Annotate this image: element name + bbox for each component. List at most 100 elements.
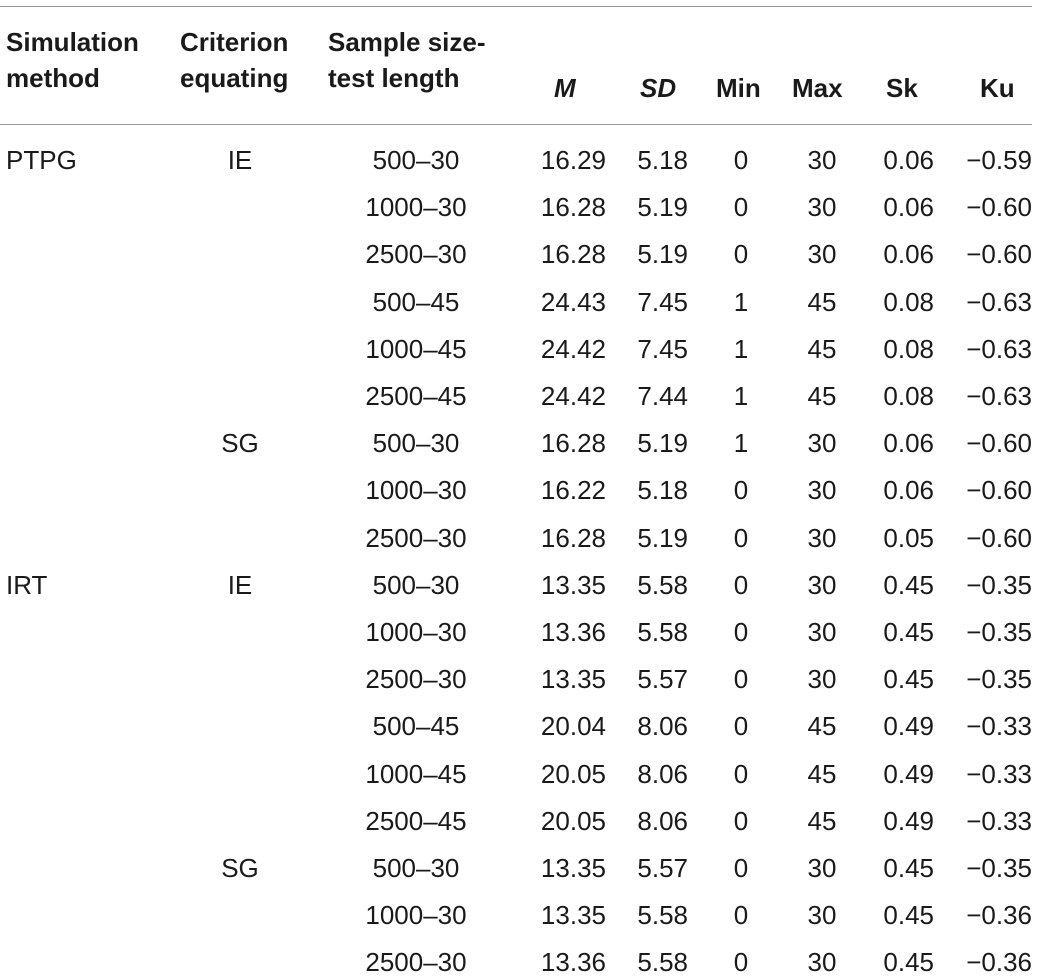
cell-sd: 8.06 xyxy=(637,805,688,836)
cell-sample: 500–45 xyxy=(372,286,460,317)
cell-min: 1 xyxy=(733,428,749,459)
cell-sd: 8.06 xyxy=(637,711,688,742)
cell-ku: −0.35 xyxy=(966,617,1032,647)
cell-ku: −0.60 xyxy=(966,192,1032,223)
cell-criterion: IE xyxy=(227,569,253,600)
cell-sk: 0.49 xyxy=(883,758,934,789)
cell-ku: −0.35 xyxy=(966,664,1032,695)
header-line: Criterion xyxy=(180,27,289,57)
cell-max: 30 xyxy=(807,569,837,600)
cell-m: 16.28 xyxy=(540,192,606,223)
cell-sample: 2500–30 xyxy=(365,664,467,695)
cell-m: 13.35 xyxy=(540,853,606,883)
cell-sk: 0.06 xyxy=(883,145,934,175)
cell-sd: 5.58 xyxy=(637,900,688,931)
cell-sample: 1000–45 xyxy=(365,333,467,364)
header-sd: SD xyxy=(640,73,677,103)
header-line: equating xyxy=(180,63,289,93)
table-header-rule xyxy=(0,124,1032,125)
cell-m: 16.28 xyxy=(540,522,606,553)
cell-sample: 500–30 xyxy=(372,428,460,459)
header-sk: Sk xyxy=(886,73,918,103)
cell-sd: 7.45 xyxy=(637,286,688,317)
cell-sample: 500–30 xyxy=(372,853,460,883)
cell-max: 30 xyxy=(807,145,837,175)
cell-sd: 5.18 xyxy=(637,475,688,506)
cell-sd: 5.58 xyxy=(637,569,688,600)
cell-m: 24.43 xyxy=(540,286,606,317)
cell-criterion: SG xyxy=(221,853,259,883)
cell-sk: 0.49 xyxy=(883,805,934,836)
header-line: method xyxy=(6,63,100,93)
header-line: Simulation xyxy=(6,27,139,57)
cell-max: 45 xyxy=(807,805,837,836)
cell-max: 30 xyxy=(807,522,837,553)
cell-max: 45 xyxy=(807,711,837,742)
cell-m: 16.28 xyxy=(540,428,606,459)
cell-ku: −0.60 xyxy=(966,522,1032,553)
cell-sd: 5.19 xyxy=(637,192,688,223)
cell-min: 1 xyxy=(733,381,749,411)
cell-sd: 7.44 xyxy=(637,381,688,411)
cell-m: 13.35 xyxy=(540,664,606,695)
cell-ku: −0.60 xyxy=(966,475,1032,506)
cell-sample: 500–45 xyxy=(372,711,460,742)
cell-max: 30 xyxy=(807,192,837,223)
cell-m: 13.36 xyxy=(540,947,606,978)
cell-sk: 0.08 xyxy=(883,333,934,364)
cell-sk: 0.06 xyxy=(883,475,934,506)
cell-sd: 5.19 xyxy=(637,428,688,459)
cell-m: 20.05 xyxy=(540,758,606,789)
cell-m: 24.42 xyxy=(540,381,606,411)
cell-criterion: IE xyxy=(227,145,253,175)
cell-m: 13.35 xyxy=(540,900,606,931)
cell-max: 30 xyxy=(807,475,837,506)
cell-sk: 0.49 xyxy=(883,711,934,742)
cell-min: 0 xyxy=(733,522,749,553)
cell-ku: −0.35 xyxy=(966,853,1032,883)
cell-min: 0 xyxy=(733,569,749,600)
cell-sample: 1000–30 xyxy=(365,900,467,931)
cell-sample: 1000–30 xyxy=(365,617,467,647)
cell-sd: 7.45 xyxy=(637,333,688,364)
header-max: Max xyxy=(792,73,843,103)
cell-max: 45 xyxy=(807,381,837,411)
cell-ku: −0.36 xyxy=(966,900,1032,931)
cell-sd: 5.58 xyxy=(637,947,688,978)
cell-sample: 2500–30 xyxy=(365,522,467,553)
cell-sd: 5.18 xyxy=(637,145,688,175)
cell-sample: 500–30 xyxy=(372,145,460,175)
cell-ku: −0.33 xyxy=(966,805,1032,836)
cell-min: 0 xyxy=(733,239,749,270)
cell-max: 45 xyxy=(807,286,837,317)
cell-sk: 0.45 xyxy=(883,947,934,978)
cell-method: IRT xyxy=(6,569,48,600)
cell-ku: −0.35 xyxy=(966,569,1032,600)
cell-min: 0 xyxy=(733,664,749,695)
cell-min: 0 xyxy=(733,711,749,742)
cell-sd: 8.06 xyxy=(637,758,688,789)
cell-sk: 0.45 xyxy=(883,664,934,695)
cell-max: 30 xyxy=(807,617,837,647)
cell-m: 16.29 xyxy=(540,145,606,175)
cell-max: 45 xyxy=(807,758,837,789)
cell-ku: −0.63 xyxy=(966,381,1032,411)
header-criterion-equating: Criterion equating xyxy=(180,24,288,96)
cell-sample: 2500–45 xyxy=(365,381,467,411)
cell-sk: 0.08 xyxy=(883,286,934,317)
cell-m: 20.04 xyxy=(540,711,606,742)
cell-sd: 5.19 xyxy=(637,522,688,553)
cell-ku: −0.63 xyxy=(966,333,1032,364)
cell-max: 30 xyxy=(807,239,837,270)
cell-method: PTPG xyxy=(6,145,77,175)
header-simulation-method: Simulation method xyxy=(6,24,139,96)
cell-sd: 5.57 xyxy=(637,853,688,883)
cell-ku: −0.63 xyxy=(966,286,1032,317)
cell-min: 0 xyxy=(733,947,749,978)
cell-sk: 0.06 xyxy=(883,239,934,270)
cell-m: 16.28 xyxy=(540,239,606,270)
cell-min: 0 xyxy=(733,475,749,506)
cell-min: 0 xyxy=(733,758,749,789)
cell-max: 30 xyxy=(807,853,837,883)
cell-sk: 0.05 xyxy=(883,522,934,553)
